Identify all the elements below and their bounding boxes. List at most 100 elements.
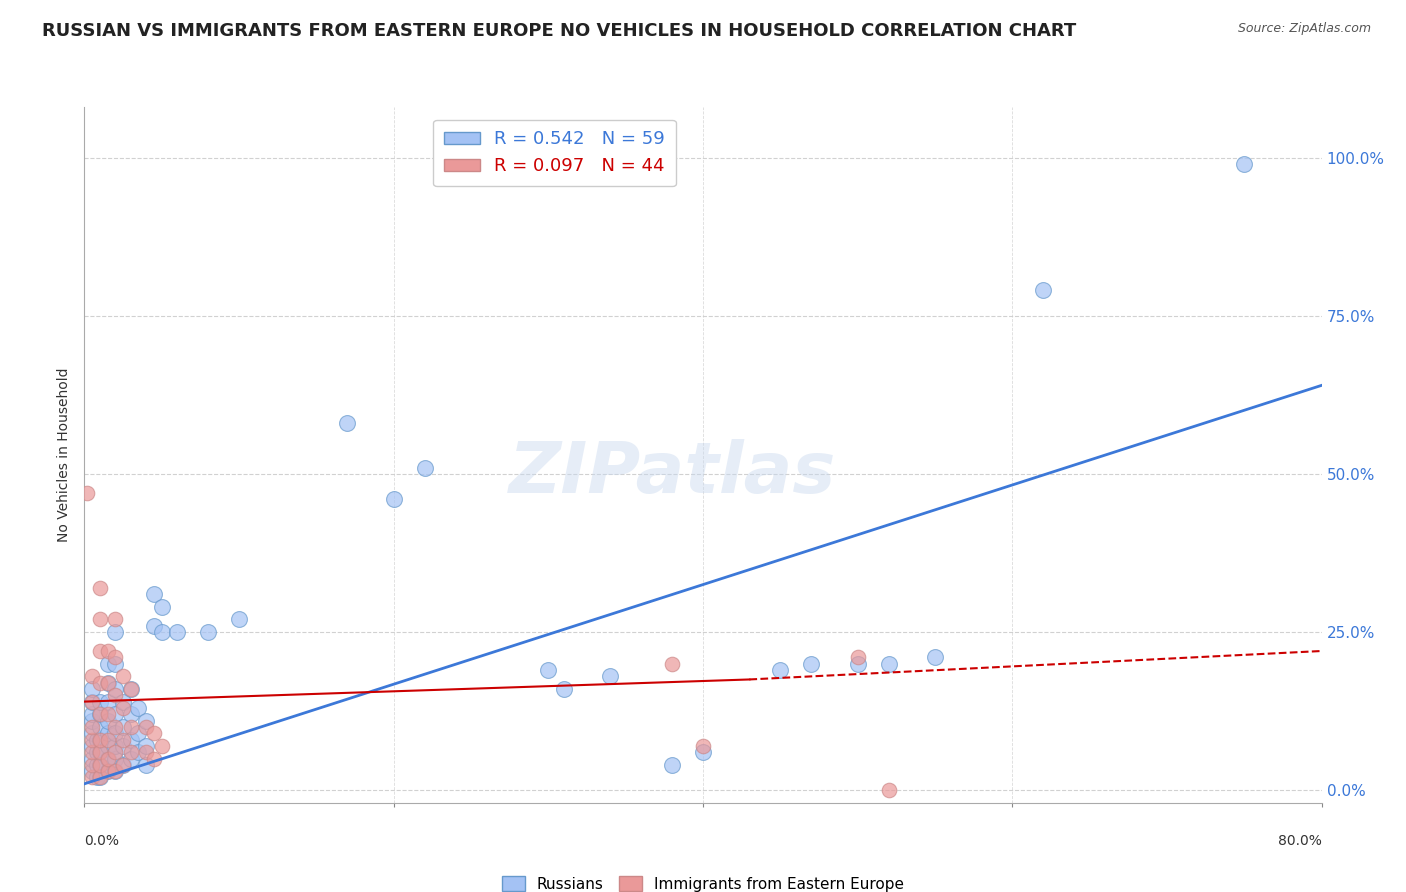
Point <box>1233 157 1256 171</box>
Point <box>112 701 135 715</box>
Point <box>135 720 157 734</box>
Point <box>150 599 173 614</box>
Point <box>97 751 120 765</box>
Point <box>89 757 111 772</box>
Point <box>120 707 142 722</box>
Point <box>112 739 135 753</box>
Point <box>120 751 142 765</box>
Point <box>97 726 120 740</box>
Point <box>846 650 869 665</box>
Point <box>97 657 120 671</box>
Point <box>120 720 142 734</box>
Point <box>166 625 188 640</box>
Text: RUSSIAN VS IMMIGRANTS FROM EASTERN EUROPE NO VEHICLES IN HOUSEHOLD CORRELATION C: RUSSIAN VS IMMIGRANTS FROM EASTERN EUROP… <box>42 22 1077 40</box>
Point <box>82 695 104 709</box>
Point <box>97 764 120 779</box>
Point <box>1032 284 1054 298</box>
Point <box>112 669 135 683</box>
Point <box>89 707 111 722</box>
Point <box>104 720 127 734</box>
Point <box>89 745 111 759</box>
Text: 0.0%: 0.0% <box>84 833 120 847</box>
Point <box>104 707 127 722</box>
Point <box>120 745 142 759</box>
Point <box>89 707 111 722</box>
Point <box>112 695 135 709</box>
Point <box>97 764 120 779</box>
Point <box>120 681 142 696</box>
Point <box>82 707 104 722</box>
Point <box>89 675 111 690</box>
Point <box>197 625 219 640</box>
Point <box>112 720 135 734</box>
Point <box>82 714 104 728</box>
Point <box>76 486 98 500</box>
Point <box>89 695 111 709</box>
Point <box>924 650 946 665</box>
Point <box>104 681 127 696</box>
Point <box>150 625 173 640</box>
Text: ZIPatlas: ZIPatlas <box>509 440 835 508</box>
Point <box>89 732 111 747</box>
Point <box>877 657 900 671</box>
Point <box>86 745 108 759</box>
Point <box>89 644 111 658</box>
Point <box>97 644 120 658</box>
Point <box>82 695 104 709</box>
Point <box>112 757 135 772</box>
Point <box>382 492 405 507</box>
Point <box>89 745 111 759</box>
Point <box>97 714 120 728</box>
Point <box>661 657 683 671</box>
Y-axis label: No Vehicles in Household: No Vehicles in Household <box>58 368 72 542</box>
Point <box>128 726 150 740</box>
Point <box>82 669 104 683</box>
Legend: Russians, Immigrants from Eastern Europe: Russians, Immigrants from Eastern Europe <box>496 870 910 892</box>
Point <box>128 745 150 759</box>
Point <box>336 417 359 431</box>
Point <box>82 732 104 747</box>
Point <box>661 757 683 772</box>
Point <box>89 771 111 785</box>
Point <box>104 650 127 665</box>
Point <box>97 675 120 690</box>
Text: 80.0%: 80.0% <box>1278 833 1322 847</box>
Point <box>104 657 127 671</box>
Point <box>692 739 714 753</box>
Point <box>692 745 714 759</box>
Point <box>89 757 111 772</box>
Point <box>104 726 127 740</box>
Point <box>82 739 104 753</box>
Point <box>86 732 108 747</box>
Point <box>82 764 104 779</box>
Point <box>553 681 575 696</box>
Point <box>599 669 621 683</box>
Point <box>97 732 120 747</box>
Point <box>143 618 166 632</box>
Text: Source: ZipAtlas.com: Source: ZipAtlas.com <box>1237 22 1371 36</box>
Point <box>112 732 135 747</box>
Point <box>104 764 127 779</box>
Point <box>877 783 900 797</box>
Point <box>97 739 120 753</box>
Point <box>97 707 120 722</box>
Point <box>104 745 127 759</box>
Point <box>82 745 104 759</box>
Point <box>228 612 250 626</box>
Point <box>143 726 166 740</box>
Point <box>135 757 157 772</box>
Point <box>104 612 127 626</box>
Point <box>120 732 142 747</box>
Point <box>143 751 166 765</box>
Point <box>89 612 111 626</box>
Point <box>82 771 104 785</box>
Point <box>104 739 127 753</box>
Point <box>104 751 127 765</box>
Point <box>82 726 104 740</box>
Point <box>82 757 104 772</box>
Point <box>143 587 166 601</box>
Point <box>86 757 108 772</box>
Point <box>97 695 120 709</box>
Point <box>413 460 436 475</box>
Point <box>112 757 135 772</box>
